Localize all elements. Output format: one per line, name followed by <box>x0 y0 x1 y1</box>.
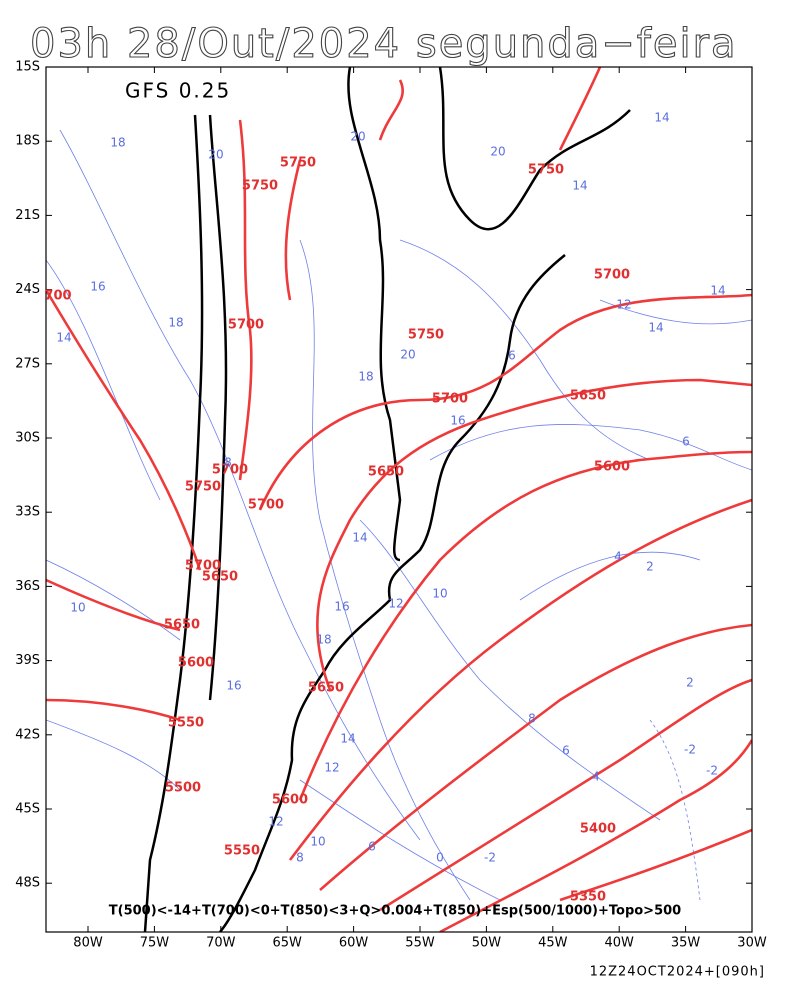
contour-label: 20 <box>490 145 505 159</box>
contour-label: 6 <box>562 744 570 758</box>
contour-label: 14 <box>710 284 725 298</box>
contour-label: 700 <box>44 289 71 304</box>
contour-label: 20 <box>350 130 365 144</box>
contour-label: 5550 <box>168 716 204 731</box>
contour-label: 5700 <box>248 498 284 513</box>
contour-label: 4 <box>592 770 600 784</box>
contour-label: 5650 <box>308 681 344 696</box>
contour-label: 2 <box>686 676 694 690</box>
contour-label: 18 <box>316 633 331 647</box>
lon-label: 40W <box>604 936 634 951</box>
contour-label: 10 <box>310 835 325 849</box>
lat-label: 24S <box>15 282 40 297</box>
lon-label: 75W <box>140 936 170 951</box>
lon-label: 30W <box>737 936 767 951</box>
map-frame <box>45 66 753 933</box>
lat-label: 27S <box>15 356 40 371</box>
lat-label: 48S <box>15 876 40 891</box>
map-title: 03h 28/Out/2024 segunda−feira <box>30 21 738 67</box>
footer: 12Z24OCT2024+[090h] <box>590 965 765 980</box>
contour-label: 0 <box>436 851 444 865</box>
contour-label: 8 <box>528 712 536 726</box>
contour-label: -2 <box>684 743 696 757</box>
contour-label: 5700 <box>212 463 248 478</box>
contour-label: 5600 <box>272 793 308 808</box>
contour-label: 5650 <box>570 389 606 404</box>
contour-label: 5750 <box>408 328 444 343</box>
lon-label: 70W <box>206 936 236 951</box>
map-layers <box>46 67 752 932</box>
contour-label: 16 <box>90 280 105 294</box>
lon-label: 50W <box>472 936 502 951</box>
contour-label: 10 <box>432 587 447 601</box>
criteria: T(500)<-14+T(700)<0+T(850)<3+Q>0.004+T(8… <box>109 904 681 919</box>
contour-label: 6 <box>368 840 376 854</box>
contour-label: 5650 <box>164 618 200 633</box>
contour-label: 5700 <box>432 392 468 407</box>
contour-label: 16 <box>450 414 465 428</box>
contour-label: 14 <box>648 321 663 335</box>
model-label: GFS 0.25 <box>125 79 231 103</box>
contour-label: 5650 <box>368 465 404 480</box>
contour-label: 12 <box>324 761 339 775</box>
lat-label: 18S <box>15 134 40 149</box>
contour-label: 20 <box>208 148 223 162</box>
contour-label: 5700 <box>185 559 221 574</box>
contour-label: 18 <box>168 316 183 330</box>
contour-label: 6 <box>508 349 516 363</box>
contour-label: 14 <box>56 331 71 345</box>
contour-label: 14 <box>654 111 669 125</box>
lat-label: 21S <box>15 208 40 223</box>
contour-label: 2 <box>646 560 654 574</box>
red-contours <box>46 67 752 932</box>
lat-label: 45S <box>15 802 40 817</box>
contour-label: 5500 <box>165 781 201 796</box>
contour-label: 12 <box>388 597 403 611</box>
contour-label: 5600 <box>178 656 214 671</box>
contour-label: 4 <box>614 550 622 564</box>
lon-label: 80W <box>73 936 103 951</box>
lat-label: 33S <box>15 505 40 520</box>
lon-label: 55W <box>405 936 435 951</box>
coastlines <box>143 67 631 932</box>
contour-label: 14 <box>352 531 367 545</box>
blue-contours <box>46 129 752 901</box>
contour-label: -2 <box>484 851 496 865</box>
contour-label: 12 <box>616 298 631 312</box>
contour-label: 14 <box>340 732 355 746</box>
contour-label: 16 <box>334 600 349 614</box>
contour-label: 16 <box>226 679 241 693</box>
contour-label: 12 <box>268 815 283 829</box>
contour-label: 5750 <box>528 163 564 178</box>
contour-label: 5750 <box>280 156 316 171</box>
contour-label: 5350 <box>570 890 606 905</box>
contour-label: 5650 <box>202 570 238 585</box>
lat-label: 30S <box>15 431 40 446</box>
contour-label: 5700 <box>228 318 264 333</box>
contour-label: 5700 <box>594 268 630 283</box>
lon-label: 45W <box>538 936 568 951</box>
contour-label: 5400 <box>580 822 616 837</box>
lon-label: 60W <box>339 936 369 951</box>
contour-label: 10 <box>70 601 85 615</box>
lon-label: 65W <box>272 936 302 951</box>
contour-label: 5550 <box>224 844 260 859</box>
contour-label: 5600 <box>594 460 630 475</box>
contour-label: 18 <box>358 370 373 384</box>
contour-label: 8 <box>224 456 232 470</box>
contour-label: 5750 <box>242 179 278 194</box>
lat-label: 39S <box>15 653 40 668</box>
contour-label: 14 <box>572 179 587 193</box>
lat-label: 15S <box>15 60 40 75</box>
contour-label: 20 <box>400 348 415 362</box>
contour-label: 18 <box>110 136 125 150</box>
contour-label: 8 <box>296 851 304 865</box>
lat-label: 36S <box>15 579 40 594</box>
contour-label: 5750 <box>185 480 221 495</box>
lat-label: 42S <box>15 727 40 742</box>
contour-label: 6 <box>682 435 690 449</box>
contour-label: -2 <box>706 764 718 778</box>
lon-label: 35W <box>671 936 701 951</box>
